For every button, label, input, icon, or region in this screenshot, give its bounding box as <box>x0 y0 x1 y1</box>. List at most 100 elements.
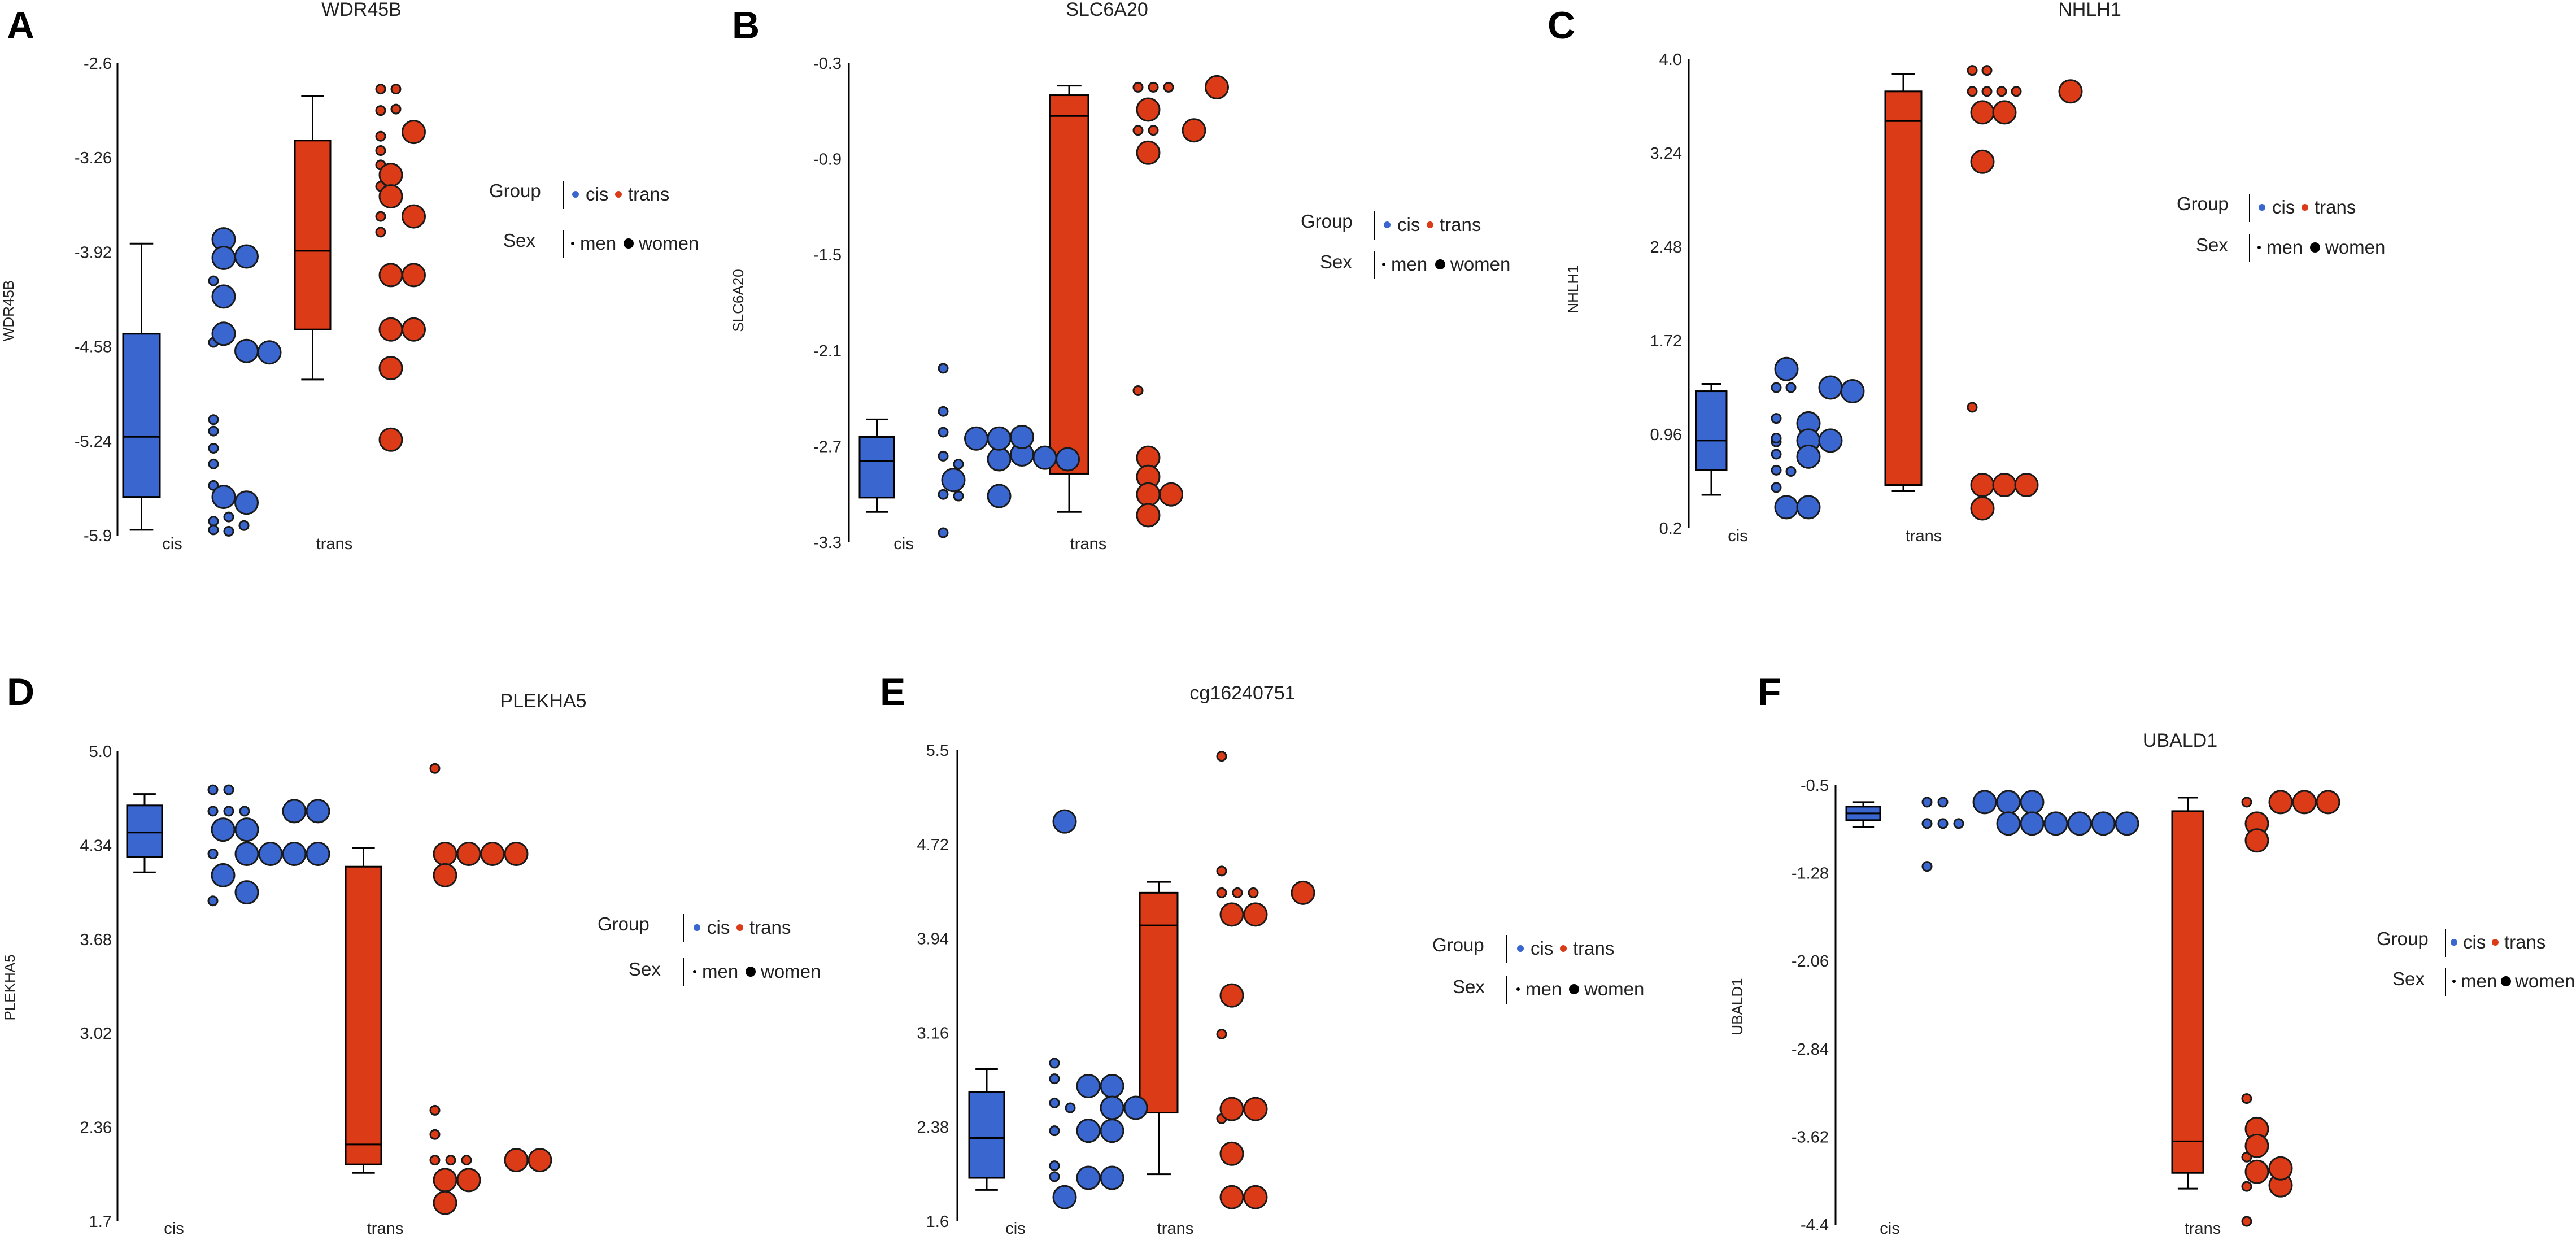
cis-women-point <box>987 484 1012 508</box>
legend-trans-label: trans <box>2315 197 2356 217</box>
trans-men-point <box>2241 1216 2252 1227</box>
legend-sex-label: Sex <box>1453 976 1485 997</box>
legend-men-label: men <box>1525 978 1562 999</box>
trans-men-point <box>1967 65 1978 76</box>
trans-women-point <box>402 317 426 342</box>
legend-sex-label: Sex <box>629 959 661 980</box>
legend-group-label: Group <box>2377 928 2429 949</box>
legend-cis-dot <box>1384 221 1391 228</box>
cis-women-point <box>1010 424 1034 449</box>
cis-women-point <box>987 426 1012 451</box>
panel-c-tick-labels: 4.0 3.24 2.48 1.72 0.96 0.2 <box>1650 51 1682 538</box>
trans-box <box>345 865 382 1165</box>
legend-men-dot <box>1382 263 1385 266</box>
panel-b-x-label-trans: trans <box>1070 535 1106 553</box>
y-tick-label: 3.94 <box>917 930 949 949</box>
panel-b: B SLC6A20 SLC6A20 -0.3 -0.9 -1.5 -2.1 -2.7 -3… <box>730 0 1510 553</box>
cis-men-point <box>1771 464 1782 476</box>
legend-trans-label: trans <box>749 917 791 938</box>
trans-women-point <box>433 842 457 867</box>
trans-women-point <box>433 863 457 887</box>
legend-group-label: Group <box>489 180 541 201</box>
legend-women-label: women <box>2514 971 2575 991</box>
panel-letter-d: D <box>7 671 34 713</box>
panel-b-title: SLC6A20 <box>1066 0 1148 20</box>
trans-men-point <box>1216 887 1227 898</box>
trans-women-point <box>378 317 403 342</box>
cis-women-point <box>1123 1095 1148 1120</box>
y-tick-label: -0.3 <box>813 55 842 73</box>
panel-f-y-axis-label: UBALD1 <box>1729 978 1746 1035</box>
panel-a: A WDR45B WDR45B -2.6 -3.26 -3.92 -4.58 -5.24… <box>0 0 699 553</box>
trans-women-point <box>1970 496 1995 521</box>
trans-men-point <box>1132 125 1144 136</box>
panel-e-marks <box>968 751 1315 1209</box>
cis-women-point <box>1818 375 1843 400</box>
cis-men-point <box>1785 466 1797 477</box>
cis-women-point <box>306 842 330 867</box>
trans-men-point <box>375 130 386 142</box>
cis-men-point <box>953 490 964 502</box>
panel-e-legend: Group cis trans Sex men women <box>1432 934 1644 1004</box>
cis-men-point <box>938 406 949 417</box>
trans-women-point <box>2292 790 2317 815</box>
cis-women-point <box>306 799 330 824</box>
legend-sex-label: Sex <box>2392 968 2425 989</box>
trans-men-point <box>429 1104 441 1116</box>
panel-a-x-label-trans: trans <box>316 535 352 553</box>
trans-women-point <box>1970 149 1995 174</box>
panel-f-tick-labels: -0.5 -1.28 -2.06 -2.84 -3.62 -4.4 <box>1792 777 1829 1234</box>
cis-women-point <box>2020 790 2045 815</box>
legend-cis-dot <box>2451 939 2457 946</box>
cis-women-point <box>258 842 283 867</box>
panel-d-y-axis-label: PLEKHA5 <box>1 954 18 1020</box>
legend-men-label: men <box>1391 254 1427 275</box>
cis-men-point <box>953 458 964 469</box>
panel-c-marks <box>1695 65 2083 521</box>
trans-men-point <box>445 1155 456 1166</box>
y-tick-label: 3.24 <box>1650 145 1682 163</box>
legend-men-label: men <box>2461 971 2497 991</box>
cis-men-point <box>208 516 219 527</box>
cis-women-point <box>1100 1073 1124 1098</box>
panel-c-legend: Group cis trans Sex men women <box>2177 193 2385 262</box>
cis-women-point <box>964 426 988 451</box>
cis-women-point <box>211 863 236 887</box>
y-tick-label: -3.62 <box>1792 1128 1829 1146</box>
cis-men-point <box>208 458 219 469</box>
cis-men-point <box>208 275 219 286</box>
trans-men-point <box>429 763 441 774</box>
cis-men-point <box>1049 1058 1060 1069</box>
trans-women-point <box>1243 1097 1268 1121</box>
cis-women-point <box>1052 1185 1077 1209</box>
trans-men-point <box>429 1129 441 1140</box>
cis-women-point <box>234 880 259 905</box>
trans-women-point <box>504 842 529 867</box>
legend-cis-label: cis <box>2272 197 2295 217</box>
cis-women-point <box>1100 1119 1124 1143</box>
legend-trans-label: trans <box>1440 214 1481 235</box>
y-tick-label: 4.72 <box>917 836 949 854</box>
legend-women-dot <box>2501 976 2511 986</box>
legend-men-label: men <box>702 961 738 982</box>
panel-d-marks <box>126 763 552 1215</box>
trans-men-point <box>1232 887 1243 898</box>
legend-trans-dot <box>2492 939 2499 946</box>
y-tick-label: -2.1 <box>813 342 842 360</box>
trans-men-point <box>461 1155 472 1166</box>
trans-women-point <box>1992 473 2017 498</box>
panel-a-marks <box>122 84 426 537</box>
y-tick-label: -2.84 <box>1792 1041 1829 1059</box>
trans-women-point <box>480 842 505 867</box>
trans-men-point <box>375 227 386 238</box>
trans-men-point <box>2241 1181 2252 1192</box>
y-tick-label: 3.02 <box>80 1025 112 1043</box>
y-tick-label: 4.34 <box>80 837 112 855</box>
legend-cis-label: cis <box>1397 214 1420 235</box>
trans-box <box>1049 94 1089 475</box>
y-tick-label: -4.4 <box>1801 1216 1829 1234</box>
cis-women-point <box>282 799 307 824</box>
legend-men-dot <box>571 242 574 245</box>
legend-sex-label: Sex <box>503 230 535 251</box>
panel-a-title: WDR45B <box>321 0 402 20</box>
